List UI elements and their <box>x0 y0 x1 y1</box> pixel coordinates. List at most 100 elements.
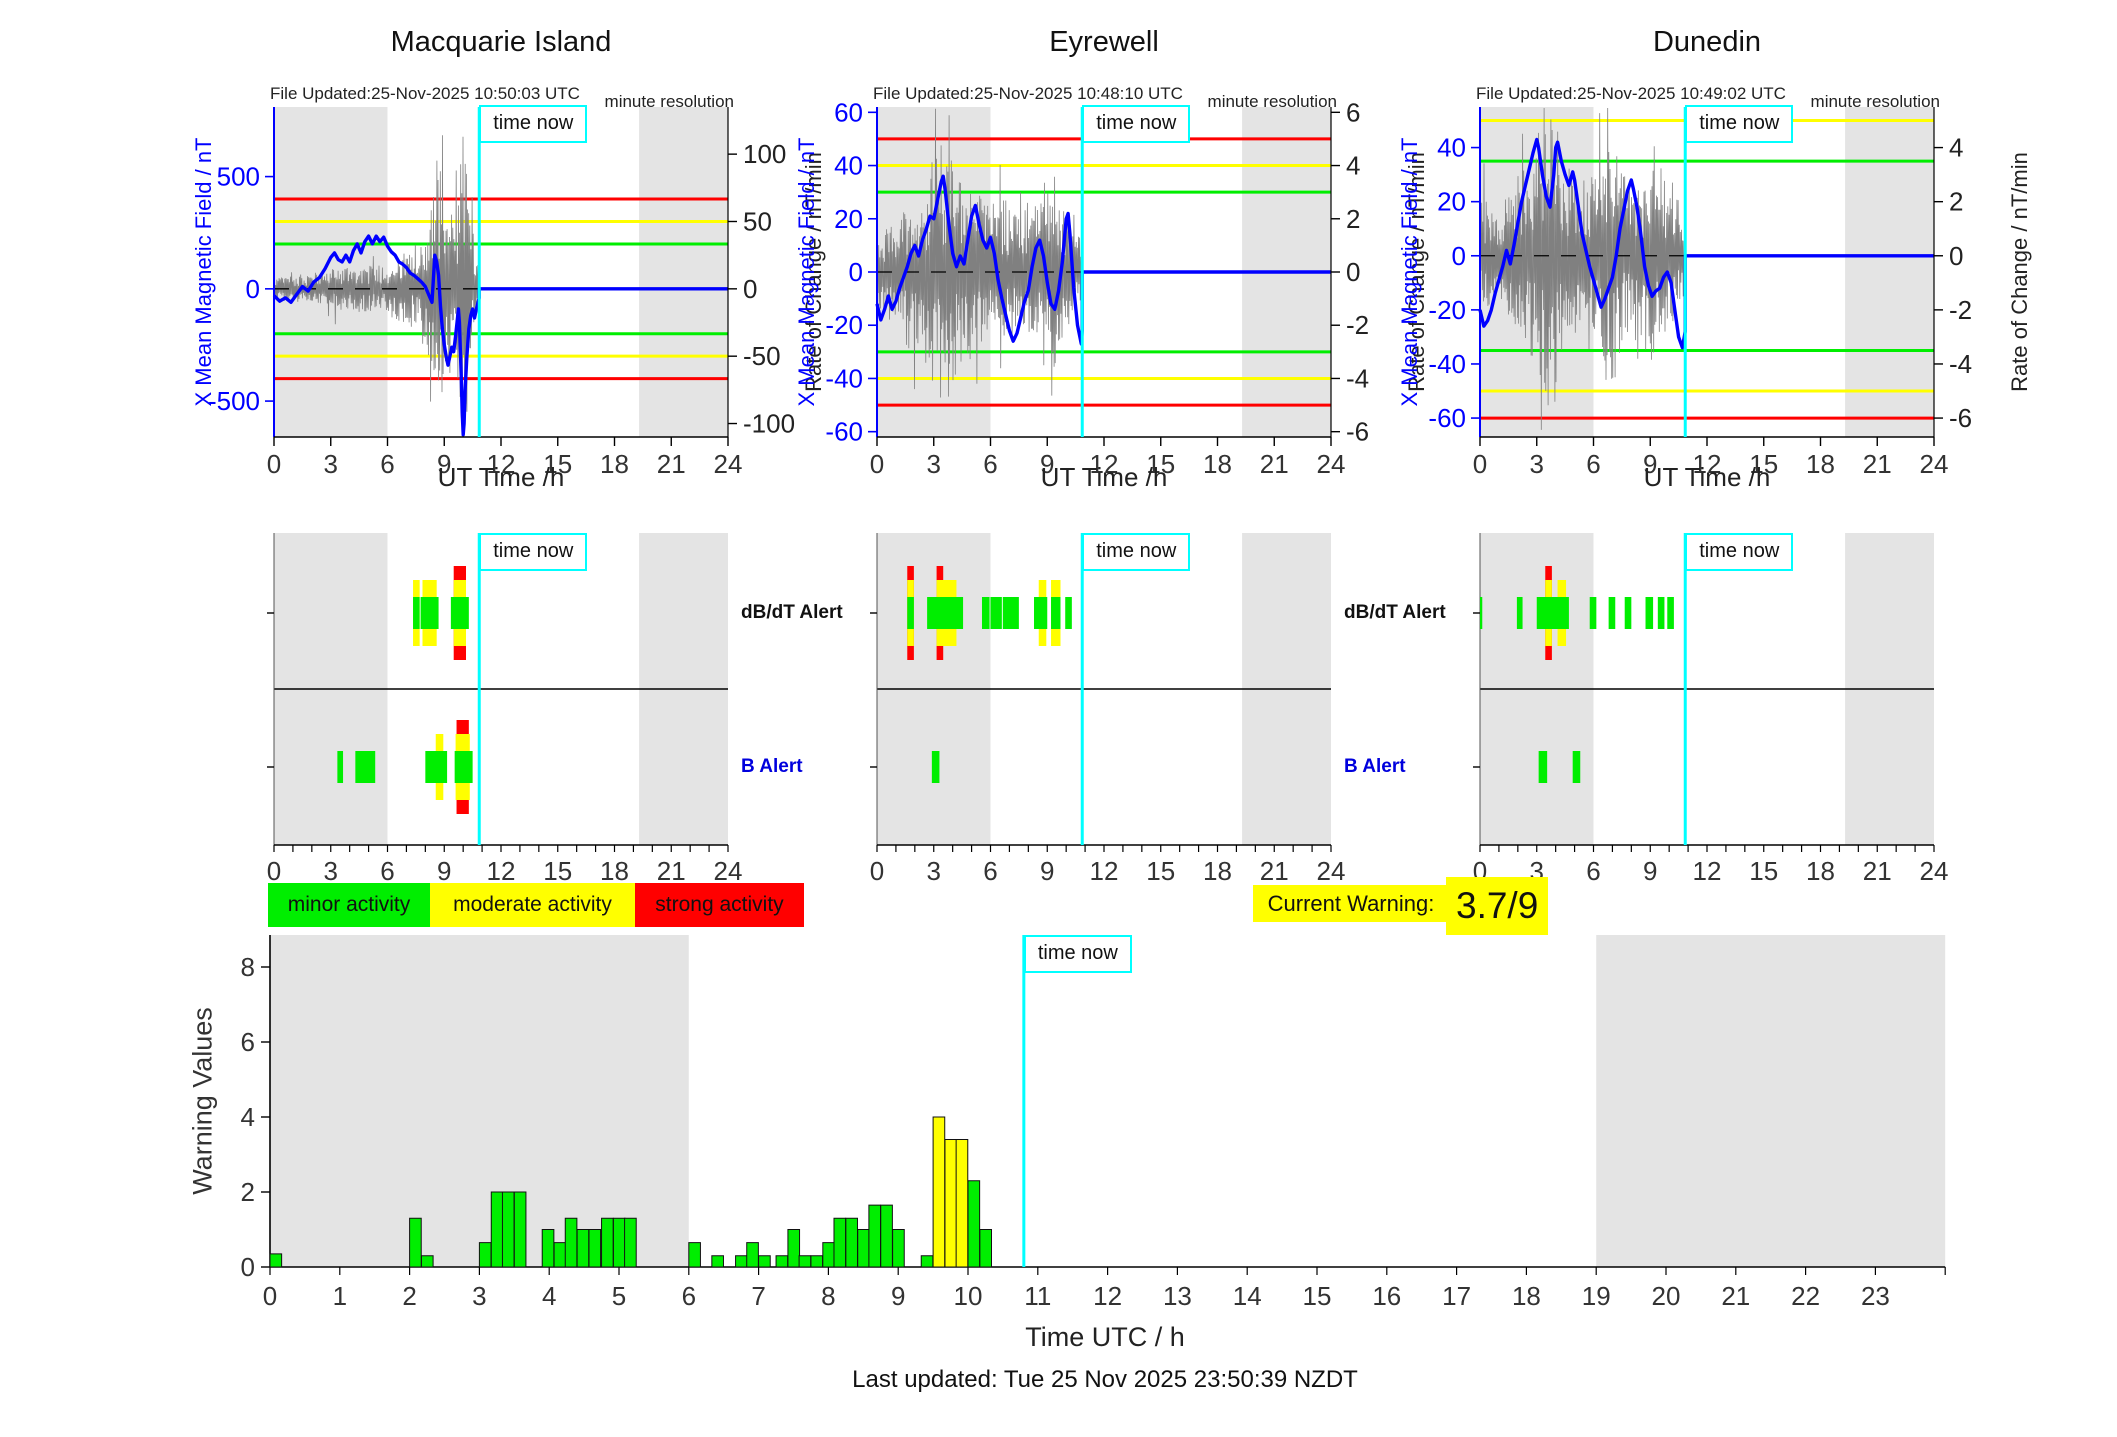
svg-text:24: 24 <box>714 856 743 886</box>
svg-text:-60: -60 <box>1428 403 1466 433</box>
time-now-flag: time now <box>1685 533 1794 571</box>
svg-text:3: 3 <box>324 856 338 886</box>
svg-text:4: 4 <box>542 1281 556 1311</box>
svg-text:15: 15 <box>1146 449 1175 479</box>
svg-text:9: 9 <box>1643 449 1657 479</box>
svg-text:24: 24 <box>1317 449 1346 479</box>
svg-text:18: 18 <box>1203 856 1232 886</box>
x-axis-title: UT Time /h <box>1643 462 1771 492</box>
svg-text:500: 500 <box>217 162 260 192</box>
svg-text:6: 6 <box>1586 856 1600 886</box>
svg-text:-40: -40 <box>825 363 863 393</box>
svg-text:18: 18 <box>600 449 629 479</box>
svg-text:6: 6 <box>983 856 997 886</box>
svg-text:20: 20 <box>834 204 863 234</box>
svg-text:-20: -20 <box>825 310 863 340</box>
svg-text:3: 3 <box>927 856 941 886</box>
svg-text:23: 23 <box>1861 1281 1890 1311</box>
svg-text:9: 9 <box>1040 449 1054 479</box>
resolution-note: minute resolution <box>1810 92 1940 111</box>
svg-text:12: 12 <box>1090 449 1119 479</box>
svg-text:-20: -20 <box>1428 295 1466 325</box>
svg-text:15: 15 <box>1146 856 1175 886</box>
svg-text:21: 21 <box>1863 449 1892 479</box>
svg-text:0: 0 <box>246 274 260 304</box>
svg-text:14: 14 <box>1233 1281 1262 1311</box>
svg-text:2: 2 <box>241 1177 255 1207</box>
svg-text:15: 15 <box>1749 856 1778 886</box>
svg-text:-60: -60 <box>825 417 863 447</box>
svg-text:11: 11 <box>1024 1281 1051 1311</box>
right-axis-title: Rate of Change / nT/min <box>2007 152 2032 392</box>
svg-text:18: 18 <box>1806 856 1835 886</box>
svg-text:0: 0 <box>267 856 281 886</box>
svg-text:8: 8 <box>821 1281 835 1311</box>
time-now-flag: time now <box>1023 935 1132 973</box>
svg-text:6: 6 <box>1586 449 1600 479</box>
svg-text:21: 21 <box>1260 856 1289 886</box>
svg-text:6: 6 <box>682 1281 696 1311</box>
svg-text:9: 9 <box>891 1281 905 1311</box>
svg-text:0: 0 <box>1346 257 1360 287</box>
svg-text:100: 100 <box>743 139 786 169</box>
svg-text:1: 1 <box>333 1281 347 1311</box>
file-updated-text: File Updated:25-Nov-2025 10:48:10 UTC <box>873 84 1183 103</box>
svg-text:0: 0 <box>267 449 281 479</box>
svg-text:-50: -50 <box>743 341 781 371</box>
svg-text:0: 0 <box>1452 241 1466 271</box>
svg-text:0: 0 <box>1949 241 1963 271</box>
svg-text:-40: -40 <box>1428 349 1466 379</box>
svg-text:18: 18 <box>1203 449 1232 479</box>
svg-text:0: 0 <box>241 1252 255 1282</box>
svg-text:24: 24 <box>1920 449 1949 479</box>
svg-text:0: 0 <box>1473 449 1487 479</box>
dbdt-alert-row-label: dB/dT Alert <box>1344 602 1446 623</box>
svg-text:15: 15 <box>1303 1281 1332 1311</box>
svg-text:18: 18 <box>1512 1281 1541 1311</box>
svg-text:15: 15 <box>543 449 572 479</box>
svg-text:-500: -500 <box>208 386 260 416</box>
svg-text:16: 16 <box>1372 1281 1401 1311</box>
svg-text:-6: -6 <box>1949 403 1972 433</box>
svg-text:-2: -2 <box>1346 310 1369 340</box>
svg-text:6: 6 <box>380 856 394 886</box>
svg-text:9: 9 <box>1643 856 1657 886</box>
alert-panel-0: 0 3 6 9 12 15 18 21 24 <box>267 533 743 886</box>
b-alert-row-label: B Alert <box>741 756 803 777</box>
station-title: Dunedin <box>1652 26 1762 58</box>
left-axis-title: X Mean Magnetic Field / nT <box>1397 137 1422 407</box>
svg-text:18: 18 <box>1806 449 1835 479</box>
svg-text:24: 24 <box>1920 856 1949 886</box>
svg-text:18: 18 <box>600 856 629 886</box>
file-updated-text: File Updated:25-Nov-2025 10:49:02 UTC <box>1476 84 1786 103</box>
svg-text:4: 4 <box>1949 133 1963 163</box>
alert-panel-2: 0 3 6 9 12 15 18 21 24 <box>1473 533 1949 886</box>
svg-text:21: 21 <box>1863 856 1892 886</box>
b-alert-row-label: B Alert <box>1344 756 1406 777</box>
left-axis-title: X Mean Magnetic Field / nT <box>191 137 216 407</box>
svg-text:0: 0 <box>263 1281 277 1311</box>
svg-text:6: 6 <box>983 449 997 479</box>
svg-text:12: 12 <box>1093 1281 1122 1311</box>
svg-text:7: 7 <box>751 1281 765 1311</box>
svg-text:2: 2 <box>1346 204 1360 234</box>
svg-text:6: 6 <box>380 449 394 479</box>
time-now-flag: time now <box>1082 105 1191 143</box>
svg-text:9: 9 <box>1040 856 1054 886</box>
svg-text:20: 20 <box>1437 187 1466 217</box>
time-utc-axis-title: Time UTC / h <box>1025 1322 1185 1352</box>
svg-text:9: 9 <box>437 856 451 886</box>
svg-text:60: 60 <box>834 97 863 127</box>
svg-text:2: 2 <box>1949 187 1963 217</box>
station-title: Macquarie Island <box>390 26 612 58</box>
svg-text:10: 10 <box>954 1281 983 1311</box>
dbdt-alert-row-label: dB/dT Alert <box>741 602 843 623</box>
svg-text:6: 6 <box>1346 97 1360 127</box>
svg-text:-6: -6 <box>1346 417 1369 447</box>
svg-text:12: 12 <box>1090 856 1119 886</box>
svg-text:9: 9 <box>437 449 451 479</box>
svg-text:13: 13 <box>1163 1281 1192 1311</box>
